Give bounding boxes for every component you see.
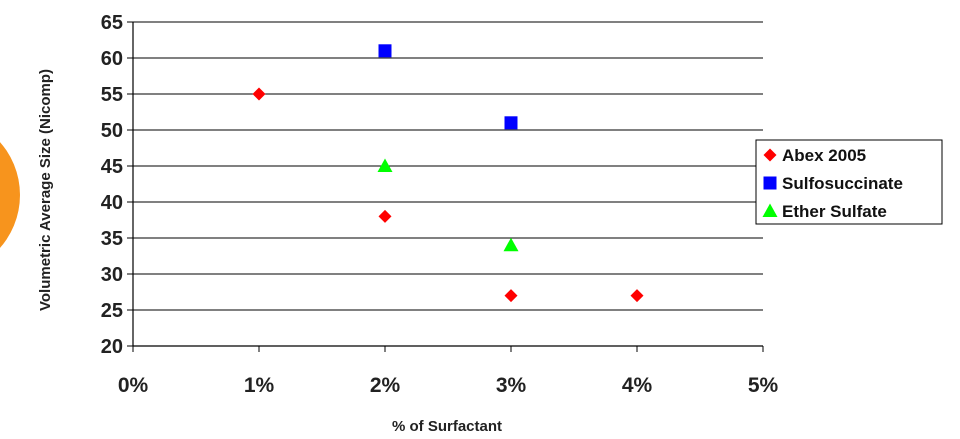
y-axis-title: Volumetric Average Size (Nicomp) (37, 69, 54, 311)
legend: Abex 2005 Sulfosuccinate Ether Sulfate (755, 139, 943, 225)
x-tick-labels: 0% 1% 2% 3% 4% 5% (118, 374, 779, 397)
point-square (378, 44, 392, 58)
legend-box (755, 139, 943, 225)
y-tick-labels: 20 25 30 35 40 45 50 55 60 65 (101, 12, 123, 358)
x-tick-label: 0% (118, 374, 149, 397)
legend-marker-square (763, 176, 777, 190)
point-diamond (252, 87, 266, 101)
y-tick-label: 60 (101, 48, 123, 70)
y-tick-label: 45 (101, 156, 123, 178)
x-tick-label: 1% (244, 374, 275, 397)
y-tick-label: 55 (101, 84, 123, 106)
point-triangle (377, 158, 393, 172)
axes (127, 21, 764, 352)
legend-marker-diamond (763, 148, 777, 162)
x-tick-label: 5% (748, 374, 779, 397)
y-tick-label: 30 (101, 264, 123, 286)
point-square (504, 116, 518, 130)
legend-marker-triangle (762, 203, 778, 217)
y-tick-label: 40 (101, 192, 123, 214)
x-tick-label: 2% (370, 374, 401, 397)
point-triangle (503, 237, 519, 252)
legend-label: Sulfosuccinate (782, 174, 903, 193)
x-tick-label: 3% (496, 374, 527, 397)
point-diamond (630, 289, 644, 303)
y-tick-label: 35 (101, 228, 123, 250)
legend-label: Ether Sulfate (782, 202, 887, 221)
y-tick-label: 20 (101, 336, 123, 358)
point-diamond (378, 209, 392, 223)
data-points (252, 44, 644, 303)
x-tick-label: 4% (622, 374, 653, 397)
point-diamond (504, 289, 518, 303)
x-axis-title: % of Surfactant (392, 418, 502, 435)
y-tick-label: 25 (101, 300, 123, 322)
y-tick-label: 50 (101, 120, 123, 142)
y-tick-label: 65 (101, 12, 123, 34)
decorative-orange-circle (0, 142, 20, 248)
legend-label: Abex 2005 (782, 146, 866, 165)
gridlines (133, 21, 763, 347)
